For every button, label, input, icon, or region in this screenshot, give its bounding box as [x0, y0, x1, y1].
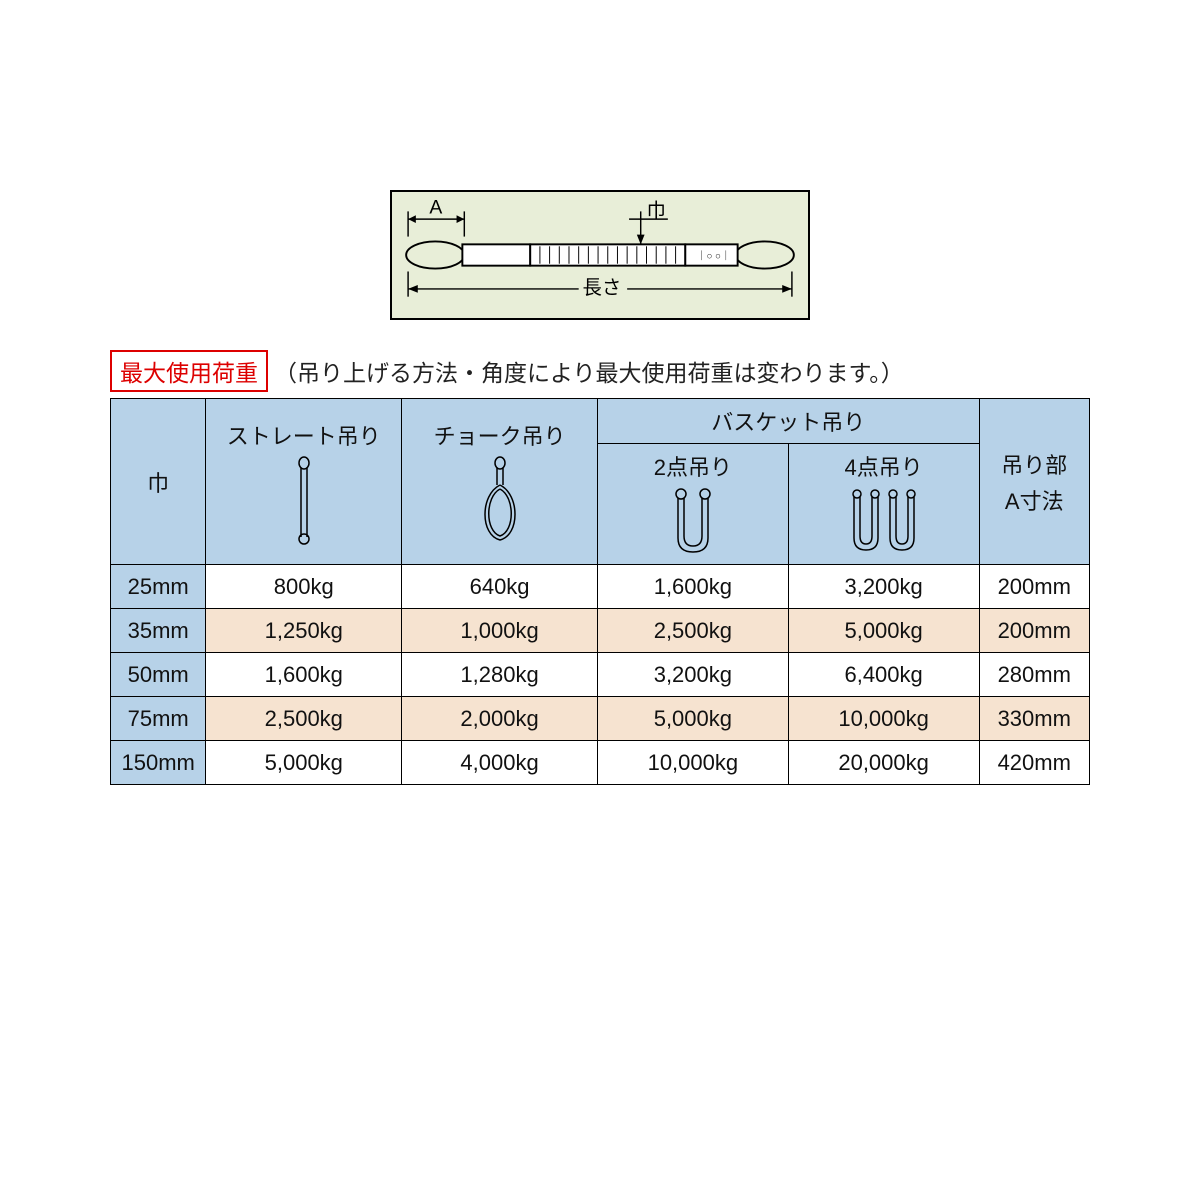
cell-basket2: 5,000kg [597, 697, 788, 741]
cell-basket2: 3,200kg [597, 653, 788, 697]
load-table: 巾 ストレート吊り チョーク吊り [110, 398, 1090, 785]
cell-basket4: 5,000kg [788, 609, 979, 653]
cell-a-dim: 420mm [979, 741, 1090, 785]
col-choke: チョーク吊り [402, 399, 598, 565]
cell-choke: 1,280kg [402, 653, 598, 697]
cell-a-dim: 200mm [979, 565, 1090, 609]
cell-a-dim: 200mm [979, 609, 1090, 653]
cell-basket4: 20,000kg [788, 741, 979, 785]
cell-straight: 2,500kg [206, 697, 402, 741]
cell-choke: 640kg [402, 565, 598, 609]
cell-basket4: 6,400kg [788, 653, 979, 697]
col-basket-group: バスケット吊り [597, 399, 979, 444]
col-straight: ストレート吊り [206, 399, 402, 565]
diagram-label-length: 長さ [583, 277, 622, 299]
cell-choke: 4,000kg [402, 741, 598, 785]
cell-basket2: 1,600kg [597, 565, 788, 609]
cell-straight: 1,250kg [206, 609, 402, 653]
heading-boxed: 最大使用荷重 [110, 350, 268, 392]
cell-straight: 1,600kg [206, 653, 402, 697]
basket4-icon [847, 486, 921, 558]
cell-width: 150mm [111, 741, 206, 785]
cell-basket2: 2,500kg [597, 609, 788, 653]
heading: 最大使用荷重 （吊り上げる方法・角度により最大使用荷重は変わります。） [110, 350, 1090, 392]
diagram-label-width: 巾 [647, 200, 666, 222]
cell-choke: 2,000kg [402, 697, 598, 741]
table-row: 25mm800kg640kg1,600kg3,200kg200mm [111, 565, 1090, 609]
cell-straight: 800kg [206, 565, 402, 609]
cell-a-dim: 280mm [979, 653, 1090, 697]
table-row: 50mm1,600kg1,280kg3,200kg6,400kg280mm [111, 653, 1090, 697]
diagram-label-a: A [429, 196, 442, 218]
cell-width: 75mm [111, 697, 206, 741]
col-width: 巾 [111, 399, 206, 565]
cell-width: 35mm [111, 609, 206, 653]
col-basket-2: 2点吊り [597, 444, 788, 565]
svg-text:｜○ ○｜: ｜○ ○｜ [697, 250, 731, 262]
table-row: 35mm1,250kg1,000kg2,500kg5,000kg200mm [111, 609, 1090, 653]
sling-diagram: ｜○ ○｜ A 巾 長さ [390, 190, 810, 320]
cell-straight: 5,000kg [206, 741, 402, 785]
cell-width: 50mm [111, 653, 206, 697]
cell-a-dim: 330mm [979, 697, 1090, 741]
heading-note: （吊り上げる方法・角度により最大使用荷重は変わります。） [274, 354, 904, 388]
cell-basket2: 10,000kg [597, 741, 788, 785]
straight-icon [295, 455, 313, 545]
table-row: 150mm5,000kg4,000kg10,000kg20,000kg420mm [111, 741, 1090, 785]
cell-width: 25mm [111, 565, 206, 609]
col-a-dim: 吊り部 A寸法 [979, 399, 1090, 565]
basket2-icon [671, 486, 715, 558]
choke-icon [475, 455, 525, 545]
col-basket-4: 4点吊り [788, 444, 979, 565]
cell-choke: 1,000kg [402, 609, 598, 653]
table-row: 75mm2,500kg2,000kg5,000kg10,000kg330mm [111, 697, 1090, 741]
cell-basket4: 3,200kg [788, 565, 979, 609]
cell-basket4: 10,000kg [788, 697, 979, 741]
